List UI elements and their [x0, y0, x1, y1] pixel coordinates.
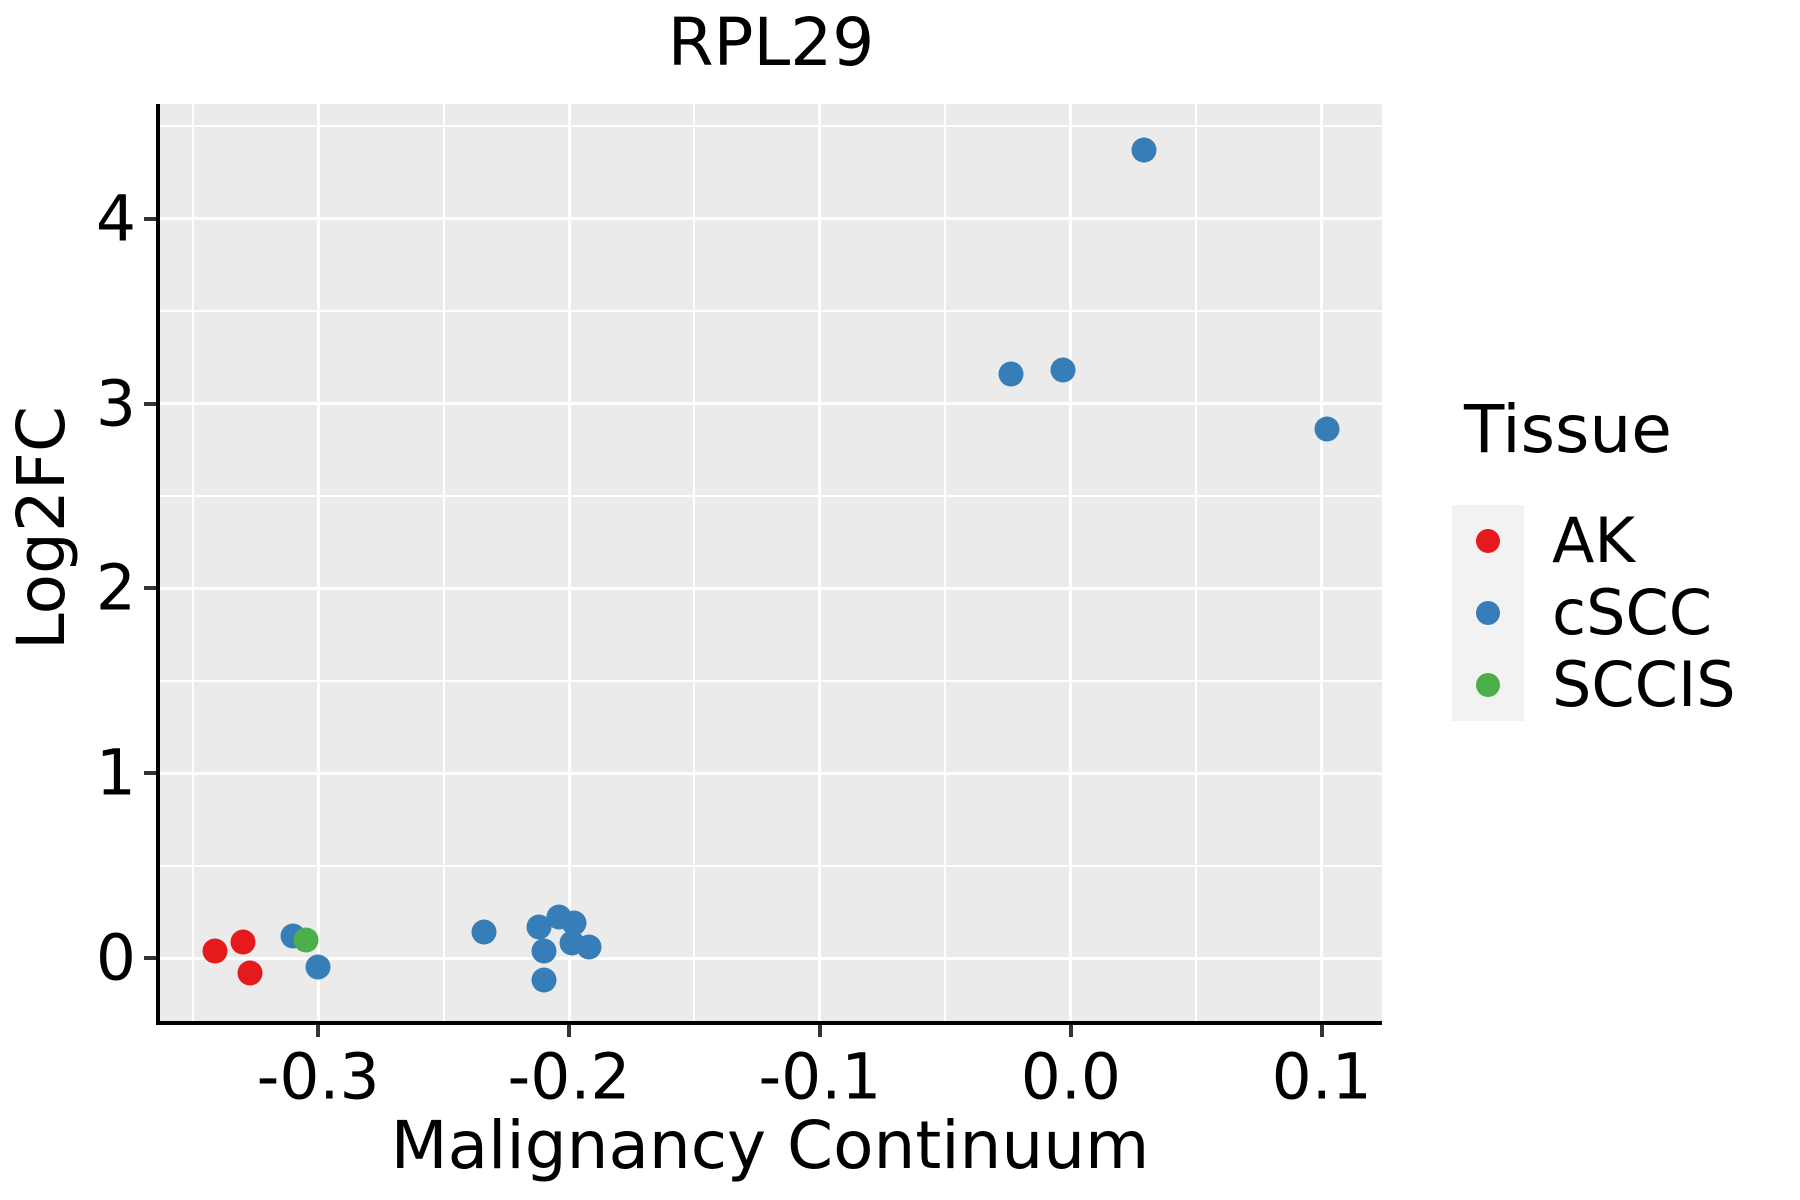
y-tick-mark: [144, 216, 156, 221]
legend-dot-icon: [1476, 601, 1500, 625]
gridline-y-minor: [160, 864, 1382, 867]
legend-label: AK: [1552, 504, 1636, 577]
gridline-x-minor: [693, 104, 696, 1021]
gridline-y-minor: [160, 125, 1382, 128]
gridline-x-major: [1069, 104, 1073, 1021]
data-point-cSCC: [1050, 357, 1076, 383]
data-point-cSCC: [1314, 416, 1340, 442]
y-tick-mark: [144, 771, 156, 776]
data-point-SCCIS: [293, 927, 319, 953]
legend-key-box: [1452, 505, 1524, 577]
data-point-cSCC: [305, 954, 331, 980]
data-point-AK: [202, 938, 228, 964]
x-tick-label: -0.1: [758, 1040, 882, 1114]
legend-title: Tissue: [1464, 391, 1672, 468]
legend: AK cSCC SCCIS: [1452, 505, 1736, 721]
data-point-cSCC: [576, 934, 602, 960]
y-tick-mark: [144, 956, 156, 961]
x-tick-mark: [1068, 1025, 1073, 1037]
x-axis-label: Malignancy Continuum: [390, 1107, 1150, 1184]
plot-panel: [160, 104, 1382, 1021]
x-tick-label: 0.1: [1271, 1040, 1372, 1114]
gridline-y-major: [160, 217, 1382, 221]
x-tick-label: -0.3: [256, 1040, 380, 1114]
legend-entry-SCCIS: SCCIS: [1452, 649, 1736, 721]
gridline-x-minor: [442, 104, 445, 1021]
x-tick-mark: [316, 1025, 321, 1037]
data-point-cSCC: [471, 919, 497, 945]
y-tick-label: 2: [95, 551, 136, 625]
y-tick-mark: [144, 401, 156, 406]
chart-title: RPL29: [667, 4, 875, 81]
x-tick-mark: [817, 1025, 822, 1037]
legend-key-box: [1452, 649, 1524, 721]
gridline-x-minor: [944, 104, 947, 1021]
x-tick-label: -0.2: [507, 1040, 631, 1114]
gridline-x-minor: [1195, 104, 1198, 1021]
gridline-x-major: [567, 104, 571, 1021]
y-tick-label: 1: [95, 736, 136, 810]
y-tick-mark: [144, 586, 156, 591]
legend-label: cSCC: [1552, 576, 1713, 649]
legend-entry-AK: AK: [1452, 505, 1736, 577]
y-tick-label: 3: [95, 367, 136, 440]
data-point-AK: [230, 929, 256, 954]
gridline-y-minor: [160, 310, 1382, 313]
gridline-y-minor: [160, 679, 1382, 682]
legend-entry-cSCC: cSCC: [1452, 577, 1736, 649]
legend-key-box: [1452, 577, 1524, 649]
y-axis-label: Log2FC: [3, 406, 80, 650]
data-point-cSCC: [1131, 137, 1157, 163]
gridline-x-minor: [191, 104, 194, 1021]
data-point-cSCC: [531, 938, 557, 964]
y-axis-line: [156, 104, 160, 1025]
data-point-AK: [237, 960, 263, 986]
legend-dot-icon: [1476, 673, 1500, 697]
gridline-y-major: [160, 402, 1382, 405]
gridline-y-major: [160, 956, 1382, 960]
gridline-x-major: [1320, 104, 1324, 1021]
legend-label: SCCIS: [1552, 648, 1736, 721]
gridline-x-major: [818, 104, 822, 1021]
y-tick-label: 0: [95, 921, 136, 995]
gridline-y-major: [160, 771, 1382, 775]
data-point-cSCC: [998, 361, 1024, 387]
data-point-cSCC: [531, 967, 557, 993]
gridline-y-major: [160, 586, 1382, 590]
x-axis-line: [156, 1021, 1382, 1025]
y-tick-label: 4: [95, 182, 136, 256]
x-tick-mark: [567, 1025, 571, 1037]
gridline-x-major: [316, 104, 320, 1021]
x-tick-label: 0.0: [1020, 1040, 1121, 1114]
gridline-y-minor: [160, 494, 1382, 497]
x-tick-mark: [1319, 1025, 1324, 1037]
legend-dot-icon: [1476, 529, 1500, 553]
